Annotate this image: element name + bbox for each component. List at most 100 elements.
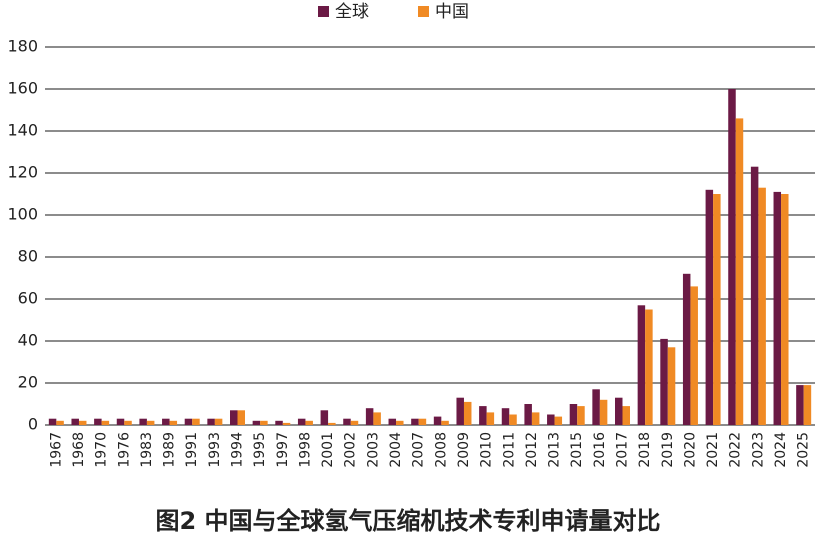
bar	[705, 189, 714, 425]
bar	[615, 397, 623, 425]
bar	[411, 418, 419, 425]
x-tick-label: 2013	[547, 432, 563, 468]
x-tick-label: 2025	[796, 432, 812, 468]
bar	[569, 404, 578, 425]
bar	[192, 418, 200, 425]
bar	[637, 305, 646, 425]
bar	[622, 406, 630, 425]
bar	[343, 418, 351, 425]
bar	[599, 399, 608, 425]
bar	[116, 418, 125, 425]
bar	[184, 418, 193, 425]
bar	[773, 191, 782, 425]
bar	[237, 410, 245, 425]
bar	[713, 194, 721, 425]
x-tick-label: 1998	[297, 432, 313, 468]
x-tick-label: 2015	[569, 432, 585, 468]
x-tick-label: 2021	[705, 432, 721, 468]
bar	[796, 385, 804, 425]
legend-swatch	[318, 6, 329, 17]
bar	[48, 418, 57, 425]
bar	[328, 422, 336, 425]
x-tick-label: 1968	[71, 432, 87, 468]
x-tick-label: 1991	[184, 432, 200, 468]
legend-label: 全球	[335, 2, 369, 22]
x-tick-label: 2016	[592, 432, 608, 468]
bar	[728, 89, 736, 425]
x-tick-label: 1983	[139, 432, 155, 468]
bar	[547, 414, 555, 425]
bar	[373, 412, 381, 425]
bar	[94, 418, 102, 425]
x-tick-label: 2001	[320, 432, 336, 468]
x-tick-label: 2012	[524, 432, 540, 468]
bar	[365, 408, 374, 425]
bar	[388, 418, 397, 425]
bar	[781, 194, 789, 425]
bar	[682, 273, 691, 425]
x-tick-label: 1989	[162, 432, 178, 468]
x-tick-label: 2003	[365, 432, 381, 468]
bar	[441, 420, 449, 425]
bar	[124, 420, 132, 425]
bar	[501, 408, 510, 425]
bar	[78, 420, 87, 425]
bar	[162, 418, 170, 425]
bar	[667, 347, 676, 425]
bar	[750, 166, 759, 425]
y-tick-label: 120	[7, 163, 38, 182]
bar	[690, 286, 698, 425]
x-tick-label: 1995	[252, 432, 268, 468]
bar	[146, 420, 155, 425]
bar	[252, 420, 261, 425]
bar	[396, 420, 404, 425]
legend-label: 中国	[435, 2, 469, 22]
bar	[71, 418, 79, 425]
x-tick-label: 2023	[750, 432, 766, 468]
bar	[803, 385, 812, 425]
y-tick-label: 180	[7, 37, 38, 56]
legend-swatch	[418, 6, 429, 17]
bar	[418, 418, 427, 425]
bar	[463, 401, 472, 425]
y-tick-label: 40	[18, 331, 38, 350]
bar	[297, 418, 306, 425]
x-tick-label: 2019	[660, 432, 676, 468]
bar	[486, 412, 495, 425]
y-tick-label: 100	[7, 205, 38, 224]
chart-caption: 图2 中国与全球氢气压缩机技术专利申请量对比	[155, 507, 660, 535]
bar	[479, 406, 487, 425]
bar	[577, 406, 585, 425]
bar	[207, 418, 215, 425]
bar	[645, 309, 653, 425]
bar	[592, 389, 600, 425]
x-tick-label: 2011	[501, 432, 517, 468]
y-tick-label: 60	[18, 289, 38, 308]
bar	[305, 420, 313, 425]
x-tick-label: 1993	[207, 432, 223, 468]
x-tick-label: 1967	[48, 432, 64, 468]
bar	[758, 187, 766, 425]
bar	[56, 420, 64, 425]
bar	[282, 422, 291, 425]
bar	[433, 416, 442, 425]
bar	[735, 118, 744, 426]
y-tick-label: 80	[18, 247, 38, 266]
x-tick-label: 2008	[433, 432, 449, 468]
x-tick-label: 2022	[728, 432, 744, 468]
x-tick-label: 1976	[116, 432, 132, 468]
x-tick-label: 1970	[94, 432, 110, 468]
bar	[139, 418, 147, 425]
bar	[230, 410, 238, 425]
x-tick-label: 2009	[456, 432, 472, 468]
x-tick-label: 2002	[343, 432, 359, 468]
x-tick-label: 2004	[388, 432, 404, 468]
bar	[350, 420, 359, 425]
x-tick-label: 1997	[275, 432, 291, 468]
y-tick-label: 0	[28, 415, 38, 434]
x-tick-label: 2007	[411, 432, 427, 468]
x-tick-label: 2018	[637, 432, 653, 468]
bar	[260, 420, 268, 425]
bar	[531, 412, 540, 425]
